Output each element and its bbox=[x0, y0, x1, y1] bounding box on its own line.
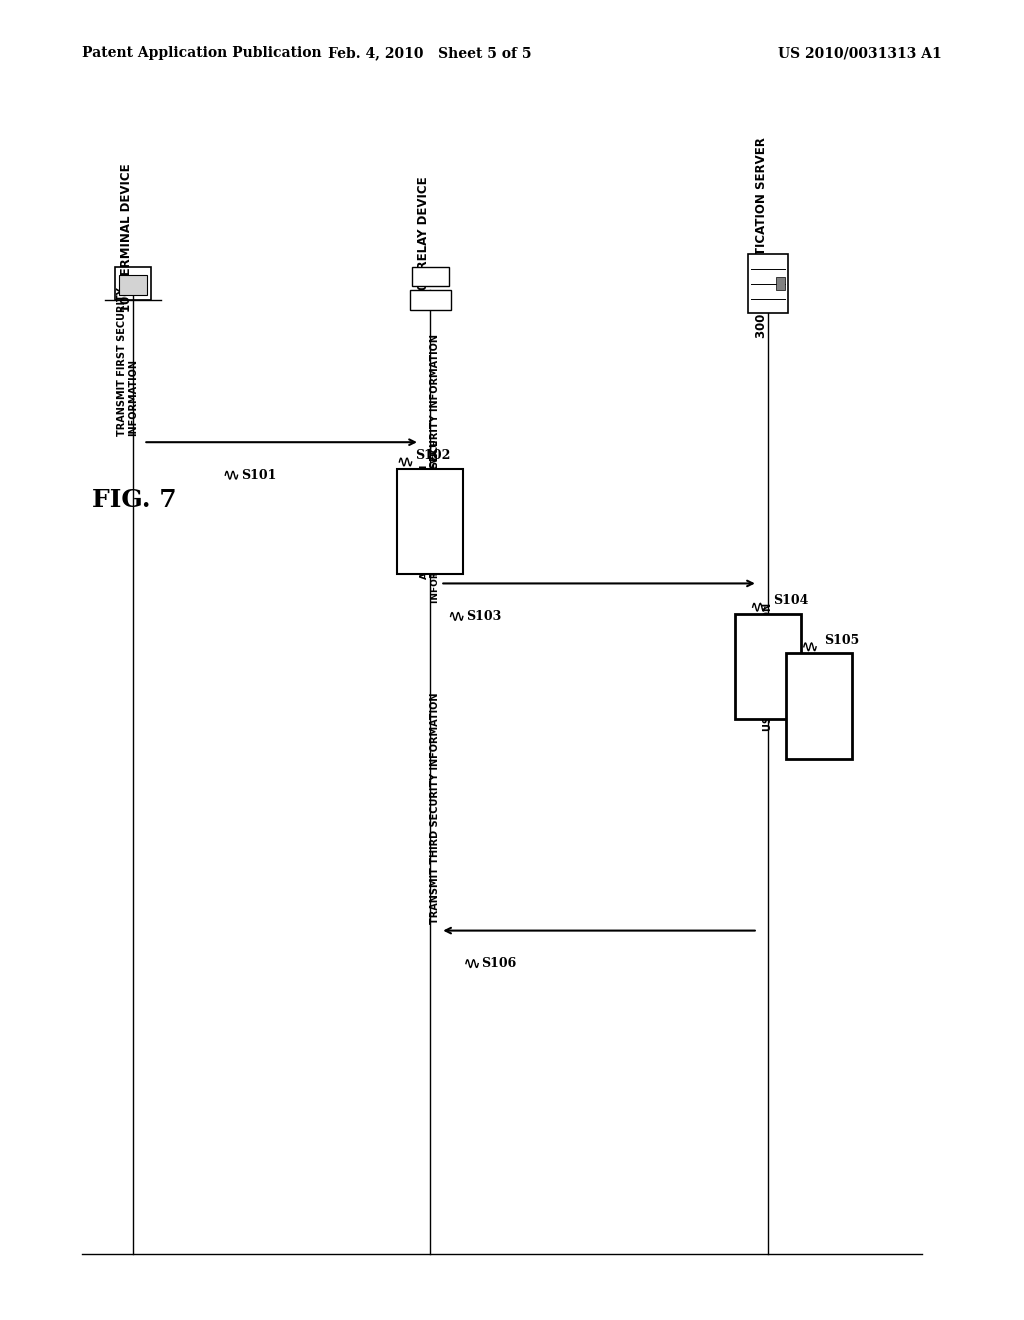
Text: ADD AUTHENTICATION
INFORMATION OF RELAY DEVICE: ADD AUTHENTICATION INFORMATION OF RELAY … bbox=[421, 440, 439, 603]
Text: FIG. 7: FIG. 7 bbox=[92, 488, 177, 512]
Text: TRANSMIT SECOND SECURITY INFORMATION: TRANSMIT SECOND SECURITY INFORMATION bbox=[430, 334, 440, 577]
Text: S103: S103 bbox=[466, 610, 501, 623]
Bar bbox=[396, 469, 463, 574]
Text: S101: S101 bbox=[241, 469, 276, 482]
Bar bbox=[776, 277, 785, 290]
Bar bbox=[410, 290, 451, 310]
Text: RELAY DEVICE
AUTHENTICATION: RELAY DEVICE AUTHENTICATION bbox=[808, 659, 830, 754]
Bar bbox=[748, 253, 788, 313]
Bar bbox=[735, 614, 801, 719]
Text: Feb. 4, 2010   Sheet 5 of 5: Feb. 4, 2010 Sheet 5 of 5 bbox=[329, 46, 531, 61]
Bar bbox=[786, 653, 852, 759]
Bar bbox=[119, 276, 147, 296]
Text: TRANSMIT FIRST SECURITY
INFORMATION: TRANSMIT FIRST SECURITY INFORMATION bbox=[117, 286, 138, 436]
Text: US 2010/0031313 A1: US 2010/0031313 A1 bbox=[778, 46, 942, 61]
Text: 200 RELAY DEVICE: 200 RELAY DEVICE bbox=[417, 177, 430, 298]
Text: S104: S104 bbox=[773, 594, 809, 607]
Text: 300 AUTHENTICATION SERVER: 300 AUTHENTICATION SERVER bbox=[755, 137, 768, 338]
Text: USER AUTHENTICATION: USER AUTHENTICATION bbox=[763, 602, 773, 731]
Text: S102: S102 bbox=[415, 449, 451, 462]
Text: S105: S105 bbox=[824, 634, 859, 647]
Text: 100 TERMINAL DEVICE: 100 TERMINAL DEVICE bbox=[120, 164, 133, 312]
Text: Patent Application Publication: Patent Application Publication bbox=[82, 46, 322, 61]
Text: TRANSMIT THIRD SECURITY INFORMATION: TRANSMIT THIRD SECURITY INFORMATION bbox=[430, 693, 440, 924]
Bar bbox=[115, 267, 152, 300]
Bar bbox=[412, 267, 449, 286]
Text: S106: S106 bbox=[481, 957, 516, 970]
